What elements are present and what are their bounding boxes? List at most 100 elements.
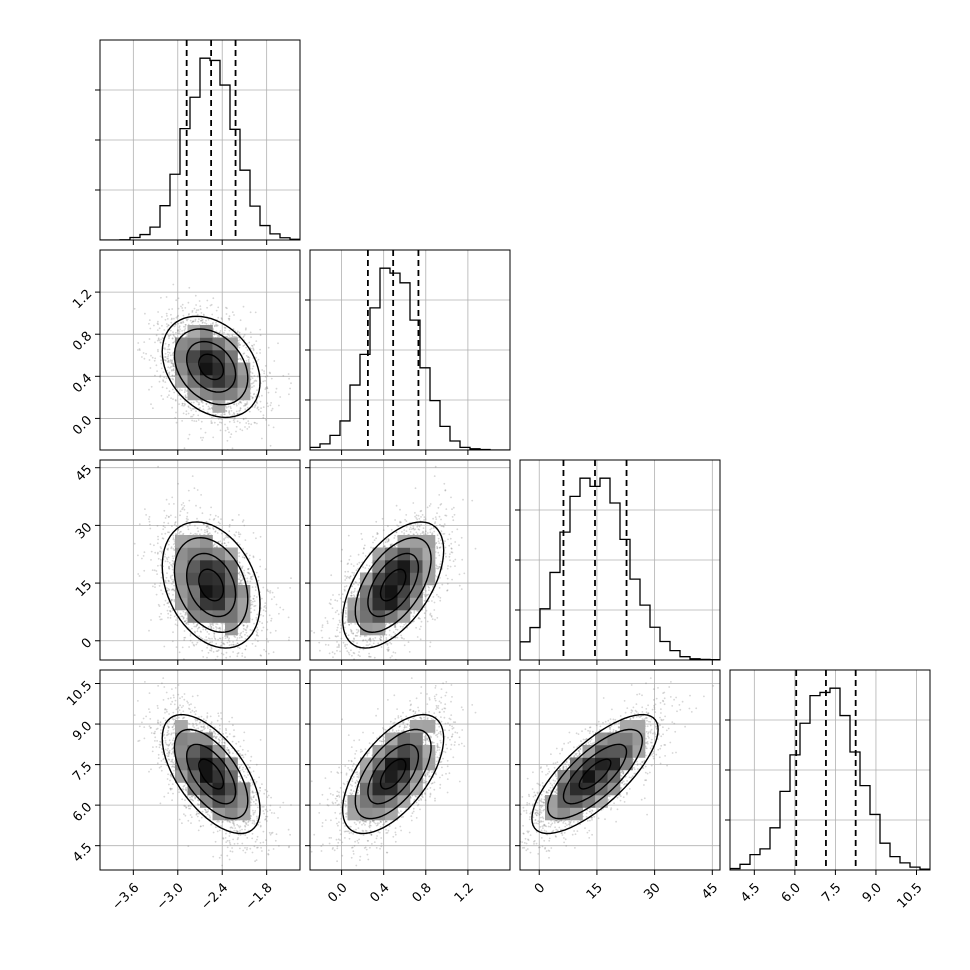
scatter-point <box>171 568 174 571</box>
scatter-point <box>229 655 232 658</box>
scatter-point <box>153 359 156 362</box>
scatter-point <box>255 571 258 574</box>
scatter-point <box>251 372 254 375</box>
scatter-point <box>236 655 239 658</box>
scatter-point <box>204 628 207 631</box>
scatter-point <box>211 313 214 316</box>
scatter-point <box>207 637 210 640</box>
scatter-point <box>255 340 258 342</box>
scatter-point <box>252 348 255 351</box>
scatter-point <box>168 562 171 564</box>
scatter-point <box>248 341 251 344</box>
scatter-point <box>244 656 246 659</box>
scatter-point <box>249 580 252 583</box>
scatter-point <box>255 634 258 637</box>
scatter-point <box>176 329 179 332</box>
scatter-point <box>150 619 152 621</box>
scatter-point <box>168 361 170 363</box>
scatter-point <box>233 635 236 638</box>
scatter-point <box>224 413 226 416</box>
scatter-point <box>212 322 214 324</box>
scatter-point <box>175 421 178 424</box>
scatter-point <box>236 639 238 641</box>
density-cell <box>225 387 238 401</box>
scatter-point <box>161 333 164 336</box>
scatter-point <box>196 641 199 644</box>
scatter-point <box>178 330 181 332</box>
scatter-point <box>170 313 172 316</box>
scatter-point <box>220 317 223 319</box>
scatter-point <box>233 412 236 415</box>
scatter-point <box>220 421 223 424</box>
scatter-point <box>167 345 170 348</box>
scatter-point <box>184 328 187 330</box>
scatter-point <box>244 426 246 428</box>
scatter-point <box>239 634 242 637</box>
scatter-point <box>156 552 159 555</box>
scatter-point <box>252 349 255 352</box>
scatter-point <box>219 540 222 543</box>
scatter-point <box>197 626 200 629</box>
scatter-point <box>204 322 206 324</box>
scatter-point <box>195 311 198 314</box>
scatter-point <box>210 506 213 509</box>
scatter-point <box>183 325 185 328</box>
scatter-point <box>174 521 177 523</box>
scatter-point <box>238 331 241 334</box>
scatter-point <box>245 422 248 424</box>
scatter-point <box>165 576 168 579</box>
scatter-point <box>208 518 211 521</box>
scatter-point <box>176 315 179 318</box>
scatter-point <box>253 375 256 377</box>
scatter-point <box>168 343 170 346</box>
scatter-point <box>249 554 251 557</box>
scatter-point <box>211 416 213 419</box>
scatter-point <box>213 324 216 327</box>
scatter-point <box>164 359 167 362</box>
scatter-point <box>133 307 136 310</box>
scatter-point <box>235 403 238 405</box>
scatter-point <box>223 623 226 625</box>
scatter-point <box>221 542 224 545</box>
scatter-point <box>207 408 210 411</box>
scatter-point <box>260 407 262 409</box>
scatter-point <box>217 627 220 630</box>
scatter-point <box>231 333 234 336</box>
scatter-point <box>175 533 177 535</box>
scatter-point <box>165 377 168 379</box>
scatter-point <box>211 323 214 325</box>
scatter-point <box>169 617 172 619</box>
scatter-point <box>251 344 253 347</box>
scatter-point <box>241 622 243 625</box>
scatter-point <box>167 324 170 327</box>
scatter-point <box>165 557 168 559</box>
scatter-point <box>174 399 177 401</box>
scatter-point <box>157 603 160 606</box>
scatter-point <box>243 556 246 559</box>
scatter-point <box>172 538 175 541</box>
scatter-point <box>166 318 169 320</box>
scatter-point <box>201 512 204 515</box>
scatter-point <box>145 352 148 355</box>
scatter-point <box>167 366 170 369</box>
scatter-point <box>164 581 167 583</box>
scatter-point <box>168 394 170 397</box>
scatter-point <box>161 533 163 535</box>
scatter-point <box>167 516 170 518</box>
scatter-point <box>208 407 211 409</box>
scatter-point <box>231 519 234 521</box>
scatter-point <box>214 530 217 532</box>
scatter-point <box>177 297 180 300</box>
scatter-point <box>162 537 165 540</box>
scatter-point <box>264 365 267 367</box>
scatter-point <box>203 314 205 317</box>
scatter-point <box>171 566 174 568</box>
scatter-point <box>252 393 255 396</box>
scatter-point <box>172 557 175 560</box>
scatter-point <box>287 373 290 375</box>
scatter-point <box>247 568 249 571</box>
scatter-point <box>184 307 187 309</box>
scatter-point <box>236 637 239 639</box>
scatter-point <box>183 391 186 393</box>
scatter-point <box>254 311 257 314</box>
